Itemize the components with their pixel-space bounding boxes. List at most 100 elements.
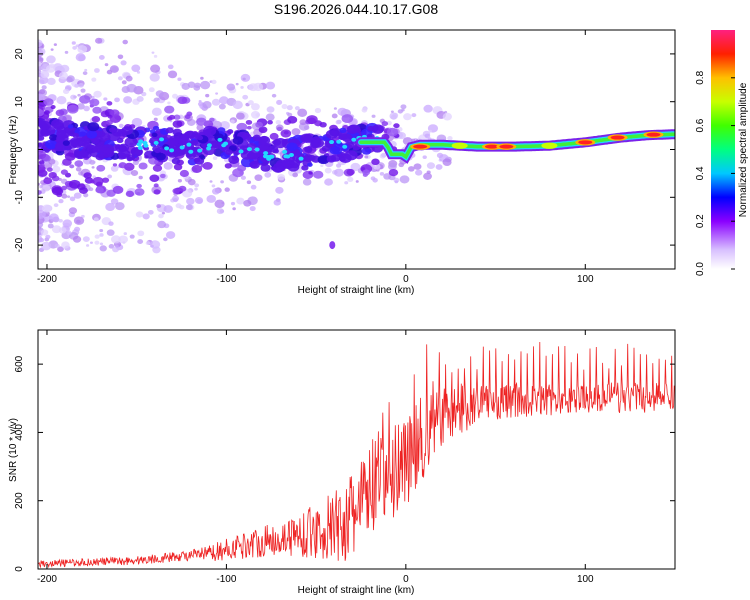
spectrogram-main-blob (339, 127, 347, 133)
spectrogram-main-blob (185, 152, 193, 158)
spectrogram-band-blob (62, 158, 72, 166)
spectrogram-band-blob (74, 160, 84, 167)
track-peak-core (413, 144, 428, 149)
spectrogram-band-blob (172, 120, 183, 128)
spectrogram-noise-blob (77, 93, 81, 97)
spectrogram-main-blob (151, 132, 158, 138)
figure-title: S196.2026.044.10.17.G08 (274, 1, 438, 17)
spectrogram-band-blob (153, 183, 159, 188)
spectrogram-band-blob (51, 186, 64, 196)
spectrogram-noise-blob (211, 98, 221, 106)
spectrogram-noise-blob (200, 80, 211, 90)
spectrogram-band-blob (164, 105, 175, 114)
spectrogram-hot-blob (246, 147, 252, 152)
track-peak-core (646, 132, 661, 137)
spectrogram-noise-blob (333, 107, 337, 110)
spectrogram-noise-blob (381, 152, 387, 158)
spectrogram-noise-blob (163, 205, 173, 213)
track-peak-outer (541, 142, 558, 149)
spectrogram-noise-blob (91, 166, 95, 169)
spectrogram-hot-blob (136, 142, 142, 147)
spectrogram-noise-blob (240, 175, 246, 180)
spectrogram-noise-blob (110, 165, 119, 172)
spectrogram-noise-blob (291, 128, 301, 136)
spectrogram-noise-blob (78, 82, 84, 88)
spectrogram-noise-blob (236, 197, 245, 205)
spectrogram-main-blob (232, 136, 244, 145)
spectrogram-noise-blob (73, 192, 82, 199)
spectrogram-noise-blob (114, 202, 125, 211)
spectrogram-noise-blob (41, 85, 47, 90)
spectrogram-noise-blob (103, 97, 108, 101)
spectrogram-noise-blob (413, 163, 422, 170)
spectrogram-main-blob (40, 128, 51, 137)
spectrogram-hot-blob (142, 140, 148, 145)
x-tick-label: -200 (37, 274, 57, 285)
spectrogram-isolated-blob (329, 241, 336, 250)
y-tick-label: 20 (14, 48, 25, 60)
spectrogram-noise-blob (167, 101, 171, 105)
spectrogram-noise-blob (76, 103, 85, 110)
spectrogram-xlabel: Height of straight line (km) (298, 285, 415, 296)
spectrogram-noise-blob (120, 60, 127, 66)
spectrogram-noise-blob (247, 100, 254, 106)
spectrogram-main-blob (196, 135, 204, 141)
spectrogram-noise-blob (172, 195, 180, 202)
snr-x-ticks: -200 -100 0 100 (37, 330, 594, 585)
spectrogram-main-blob (361, 147, 372, 155)
spectrogram-noise-blob (75, 53, 86, 62)
spectrogram-noise-blob (50, 48, 54, 51)
spectrogram-main-blob (46, 142, 56, 150)
spectrogram-noise-blob (226, 83, 236, 91)
spectrogram-hot-blob (254, 147, 260, 152)
spectrogram-noise-blob (411, 113, 417, 118)
spectrogram-noise-blob (99, 228, 104, 233)
spectrogram-hot-blob (298, 156, 304, 161)
spectrogram-noise-blob (350, 162, 361, 172)
colorbar-tick-label: 0.6 (695, 118, 706, 132)
spectrogram-noise-blob (215, 92, 219, 95)
spectrogram-noise-blob (211, 184, 216, 188)
spectrogram-noise-blob (314, 107, 322, 114)
spectrogram-hot-blob (206, 143, 212, 148)
spectrogram-main-blob (311, 136, 321, 144)
spectrogram-band-blob (269, 132, 279, 140)
spectrogram-noise-blob (398, 162, 405, 168)
spectrogram-noise-blob (90, 241, 93, 244)
spectrogram-noise-blob (196, 124, 204, 131)
spectrogram-noise-blob (371, 114, 376, 118)
spectrogram-main-blob (62, 140, 70, 146)
spectrogram-band-blob (92, 176, 104, 186)
y-tick-label: 600 (14, 355, 25, 372)
spectrogram-noise-blob (141, 91, 147, 97)
spectrogram-noise-blob (167, 70, 178, 79)
spectrogram-main-blob (86, 130, 98, 139)
spectrogram-noise-blob (232, 207, 236, 211)
spectrogram-noise-blob (58, 71, 68, 80)
spectrogram-noise-blob (94, 234, 100, 239)
spectrogram-band-blob (60, 169, 69, 175)
spectrogram-band-blob (136, 183, 142, 189)
spectrogram-noise-blob (230, 119, 235, 124)
snr-panel: -200 -100 0 100 0 200 400 600 Height of straig… (8, 329, 676, 596)
spectrogram-noise-blob (303, 125, 310, 130)
spectrogram-noise-blob (390, 114, 397, 120)
spectrogram-hot-blob (329, 140, 335, 145)
spectrogram-noise-blob (242, 77, 246, 81)
spectrogram-band-blob (173, 163, 183, 171)
spectrogram-hot-blob (179, 145, 185, 150)
y-tick-label: 0 (14, 146, 25, 152)
spectrogram-hot-blob (283, 154, 289, 159)
spectrogram-noise-blob (165, 231, 176, 239)
spectrogram-main-blob (81, 141, 90, 149)
spectrogram-hot-blob (289, 152, 295, 157)
spectrogram-band-blob (258, 126, 268, 134)
colorbar-label: Normalized spectral amplitude (738, 82, 749, 217)
spectrogram-band-blob (287, 116, 298, 124)
track-peak-core (484, 144, 499, 149)
spectrogram-noise-blob (230, 201, 236, 206)
spectrogram-noise-blob (347, 176, 354, 182)
spectrogram-main-blob (339, 156, 346, 162)
spectrogram-noise-blob (148, 87, 155, 93)
spectrogram-noise-blob (118, 235, 128, 244)
